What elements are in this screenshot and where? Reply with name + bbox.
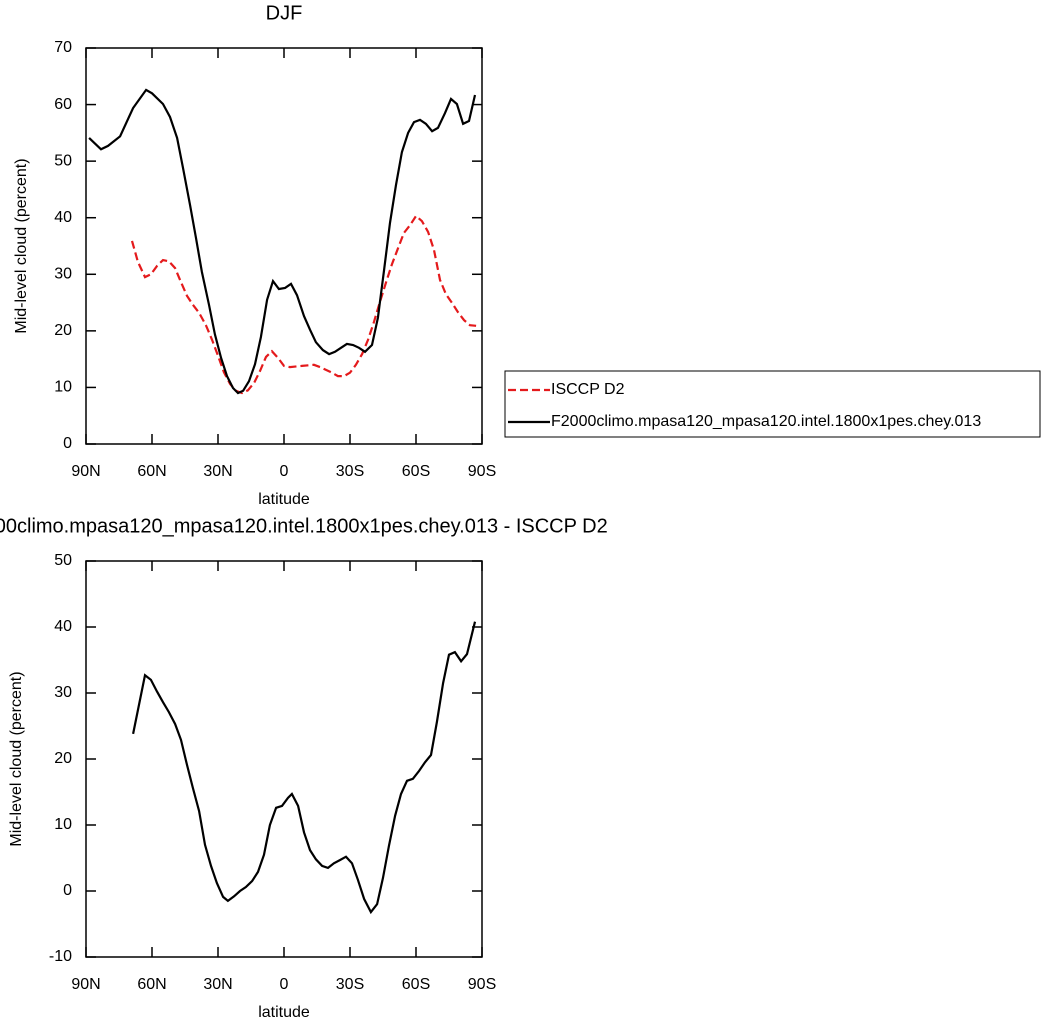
x-tick-label: 30S	[336, 463, 364, 480]
y-tick-label: 20	[54, 322, 72, 339]
y-tick-label: 0	[63, 435, 72, 452]
data-line	[88, 88, 477, 395]
y-axis-label: Mid-level cloud (percent)	[8, 671, 25, 846]
y-axis-label: Mid-level cloud (percent)	[13, 158, 30, 333]
plot-frame	[85, 47, 483, 445]
y-tick-label: 10	[54, 816, 72, 833]
y-tick-label: 30	[54, 684, 72, 701]
x-tick-label: 60S	[402, 976, 430, 993]
x-tick-label: 30S	[336, 976, 364, 993]
x-tick-label: 60S	[402, 463, 430, 480]
chart-title: DJF	[266, 2, 303, 24]
x-axis-label: latitude	[258, 491, 310, 508]
y-tick-label: 60	[54, 96, 72, 113]
chart-title: F2000climo.mpasa120_mpasa120.intel.1800x…	[0, 515, 608, 537]
y-tick-label: 0	[63, 882, 72, 899]
x-tick-label: 60N	[137, 463, 166, 480]
x-tick-label: 0	[280, 976, 289, 993]
legend-label: ISCCP D2	[551, 381, 625, 398]
y-tick-label: 50	[54, 152, 72, 169]
y-tick-label: 40	[54, 618, 72, 635]
x-axis-label: latitude	[258, 1004, 310, 1021]
y-tick-label: 70	[54, 39, 72, 56]
y-tick-label: 30	[54, 266, 72, 283]
x-tick-label: 0	[280, 463, 289, 480]
x-tick-label: 90N	[71, 463, 100, 480]
legend-box	[504, 370, 1041, 438]
x-tick-label: 30N	[203, 463, 232, 480]
y-tick-label: 40	[54, 209, 72, 226]
x-tick-label: 60N	[137, 976, 166, 993]
y-tick-label: -10	[49, 948, 72, 965]
plot-frame	[85, 560, 483, 958]
y-tick-label: 10	[54, 379, 72, 396]
y-tick-label: 50	[54, 552, 72, 569]
x-tick-label: 90S	[468, 976, 496, 993]
data-line	[132, 621, 477, 915]
x-tick-label: 30N	[203, 976, 232, 993]
x-tick-label: 90N	[71, 976, 100, 993]
data-line	[130, 214, 477, 395]
y-tick-label: 20	[54, 750, 72, 767]
x-tick-label: 90S	[468, 463, 496, 480]
legend-label: F2000climo.mpasa120_mpasa120.intel.1800x…	[551, 413, 981, 430]
